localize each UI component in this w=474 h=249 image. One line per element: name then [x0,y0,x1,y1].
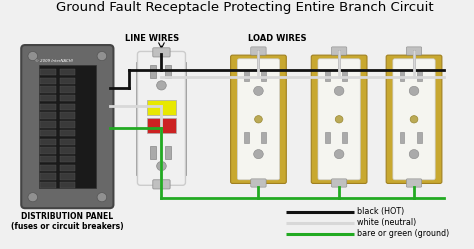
Bar [60,121,75,127]
Bar [40,182,56,188]
Text: LINE WIRES: LINE WIRES [125,34,179,43]
Bar [40,173,56,180]
Text: white (neutral): white (neutral) [357,218,417,227]
FancyBboxPatch shape [251,47,266,55]
Circle shape [156,161,166,171]
FancyBboxPatch shape [331,179,347,187]
Bar [400,70,404,81]
FancyBboxPatch shape [393,59,435,180]
FancyBboxPatch shape [21,45,113,208]
Bar [60,165,75,171]
Text: DISTRIBUTION PANEL
(fuses or circuit breakers): DISTRIBUTION PANEL (fuses or circuit bre… [11,212,124,231]
Text: LOAD WIRES: LOAD WIRES [248,34,307,43]
Bar [40,156,56,162]
Bar [325,70,329,81]
FancyBboxPatch shape [311,55,367,184]
Bar [147,118,176,133]
Circle shape [28,193,37,202]
Bar [40,121,56,127]
Bar [244,132,249,143]
FancyBboxPatch shape [331,47,347,55]
FancyBboxPatch shape [318,59,360,180]
Circle shape [409,150,419,159]
Bar [342,132,347,143]
Bar [342,70,347,81]
FancyBboxPatch shape [153,48,170,57]
Circle shape [409,86,419,95]
Circle shape [28,52,37,61]
Circle shape [97,52,107,61]
Bar [40,165,56,171]
FancyBboxPatch shape [251,179,266,187]
Bar [147,100,176,115]
Bar [60,78,75,84]
Bar [60,104,75,110]
Circle shape [254,150,263,159]
Circle shape [335,116,343,123]
Circle shape [255,116,262,123]
FancyBboxPatch shape [406,47,422,55]
Bar [150,146,155,159]
Bar [40,69,56,75]
Bar [261,70,266,81]
Bar [60,156,75,162]
Circle shape [156,81,166,90]
FancyBboxPatch shape [230,55,286,184]
Text: black (HOT): black (HOT) [357,207,405,216]
Bar [150,65,155,78]
Title: Ground Fault Receptacle Protecting Entire Branch Circuit: Ground Fault Receptacle Protecting Entir… [56,1,434,14]
Circle shape [334,150,344,159]
Bar [40,147,56,154]
Bar [60,147,75,154]
Circle shape [254,86,263,95]
Bar [261,132,266,143]
Bar [40,104,56,110]
Bar [60,173,75,180]
FancyBboxPatch shape [386,55,442,184]
Bar [40,112,56,119]
Bar [60,130,75,136]
Bar [417,132,422,143]
Bar [244,70,249,81]
Bar [40,138,56,145]
Bar [165,146,171,159]
Bar [60,182,75,188]
Circle shape [410,116,418,123]
Bar [40,78,56,84]
Bar [40,86,56,93]
Text: bare or green (ground): bare or green (ground) [357,229,450,238]
Bar [400,132,404,143]
FancyBboxPatch shape [137,52,185,185]
Bar [60,69,75,75]
Circle shape [97,193,107,202]
Bar [38,65,96,188]
Bar [60,86,75,93]
Bar [60,95,75,101]
FancyBboxPatch shape [237,59,280,180]
Bar [40,95,56,101]
Bar [417,70,422,81]
FancyBboxPatch shape [153,180,170,189]
Circle shape [334,86,344,95]
Text: © 2009 InterNACHI: © 2009 InterNACHI [35,59,73,62]
Bar [325,132,329,143]
Bar [60,138,75,145]
Bar [165,65,171,78]
FancyBboxPatch shape [406,179,422,187]
Bar [60,112,75,119]
Bar [40,130,56,136]
Bar [137,62,186,175]
